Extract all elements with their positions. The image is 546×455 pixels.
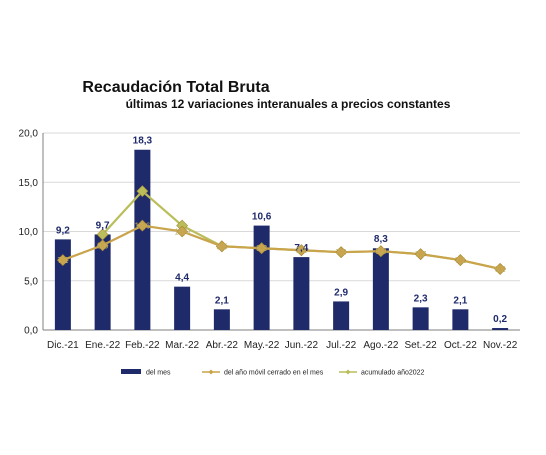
legend-label: del año móvil cerrado en el mes [224, 370, 324, 377]
line-value-label: 8,5 [216, 242, 228, 251]
rolling-year-marker [335, 246, 348, 259]
x-tick-label: May.-22 [244, 340, 280, 351]
x-tick-label: Jun.-22 [285, 340, 319, 351]
legend-bar-swatch [121, 369, 141, 374]
x-tick-label: Mar.-22 [165, 340, 199, 351]
rolling-year-marker [255, 242, 268, 255]
line-value-label: 6,2 [495, 265, 507, 274]
bar-value-label: 0,2 [493, 314, 507, 325]
line-value-label: 10,6 [135, 222, 151, 231]
bar-value-label: 7,4 [294, 243, 308, 254]
bar-value-label: 2,1 [215, 295, 229, 306]
rolling-year-marker [56, 254, 69, 266]
bar-value-label: 18,3 [133, 136, 153, 147]
rolling-year-marker [295, 244, 308, 257]
bar [492, 328, 509, 330]
bar [134, 149, 151, 330]
line-value-label: 8,0 [375, 247, 387, 256]
chart-subtitle: últimas 12 variaciones interanuales a pr… [126, 97, 451, 111]
chart-title: Recaudación Total Bruta [82, 79, 269, 96]
legend-rolling-marker [208, 369, 214, 375]
line-value-label: 8,3 [256, 244, 268, 253]
accumulated-marker [136, 185, 149, 198]
gridlines [43, 132, 520, 282]
bar-value-label: 2,1 [453, 295, 467, 306]
y-tick-label: 0,0 [24, 326, 38, 337]
bar [174, 286, 191, 330]
line-series [56, 185, 507, 275]
line-value-label: 10,0 [174, 228, 190, 237]
rolling-year-marker [136, 219, 149, 232]
bar [253, 225, 270, 330]
axes: 0,0 5,0 10,0 15,0 20,0 Dic.-21 Ene.-22 Feb.-22 M… [19, 129, 520, 351]
bar-value-label: 2,9 [334, 287, 348, 298]
legend-label: acumulado año2022 [361, 370, 425, 377]
bar [54, 239, 71, 330]
x-tick-label: Feb.-22 [125, 340, 160, 351]
bar [452, 309, 469, 330]
y-tick-label: 10,0 [19, 227, 39, 238]
bar [213, 309, 230, 330]
rolling-year-marker [176, 225, 189, 238]
bar-value-label: 2,3 [414, 293, 428, 304]
line-value-label: 8,1 [296, 246, 308, 255]
rolling-year-marker [454, 254, 467, 266]
rolling-year-marker [215, 240, 228, 253]
rolling-year-marker [494, 263, 507, 275]
y-tick-label: 15,0 [19, 178, 39, 189]
line-value-label: 7,1 [455, 256, 467, 265]
x-tick-label: Jul.-22 [326, 340, 356, 351]
y-tick-label: 20,0 [19, 129, 39, 140]
line-value-label: 7,1 [57, 256, 69, 265]
bar-value-label: 10,6 [252, 212, 272, 223]
x-tick-label: Abr.-22 [206, 340, 239, 351]
bar [372, 248, 389, 330]
rolling-year-marker [96, 239, 109, 252]
x-tick-label: Ago.-22 [363, 340, 398, 351]
legend-label: del mes [146, 370, 171, 377]
bar-value-label: 9,7 [96, 220, 110, 231]
line-value-label: 7,7 [415, 250, 427, 259]
bar-value-label: 8,3 [374, 234, 388, 245]
data-labels: 9,2 9,7 18,3 4,4 2,1 10,6 7,4 2,9 8,3 2,3 2,1 0,2 7,… [56, 136, 508, 325]
bar-value-label: 9,2 [56, 225, 70, 236]
rolling-year-marker [374, 245, 387, 258]
x-tick-label: Oct.-22 [444, 340, 477, 351]
legend: del mes del año móvil cerrado en el mes ac… [121, 369, 425, 377]
line-value-label: 8,6 [97, 241, 109, 250]
bar [333, 301, 350, 330]
bar-value-label: 4,4 [175, 273, 189, 284]
line-value-label: 7,9 [336, 248, 348, 257]
x-tick-label: Ene.-22 [85, 340, 120, 351]
x-tick-label: Dic.-21 [47, 340, 79, 351]
rolling-year-marker [414, 248, 427, 261]
bar [412, 307, 429, 330]
x-tick-label: Set.-22 [405, 340, 438, 351]
rolling-year-line [62, 224, 501, 271]
legend-accumulated-marker [345, 369, 351, 375]
bar [94, 234, 111, 330]
bar-series [54, 149, 509, 330]
x-tick-label: Nov.-22 [483, 340, 518, 351]
bar [293, 257, 310, 330]
y-tick-label: 5,0 [24, 276, 38, 287]
